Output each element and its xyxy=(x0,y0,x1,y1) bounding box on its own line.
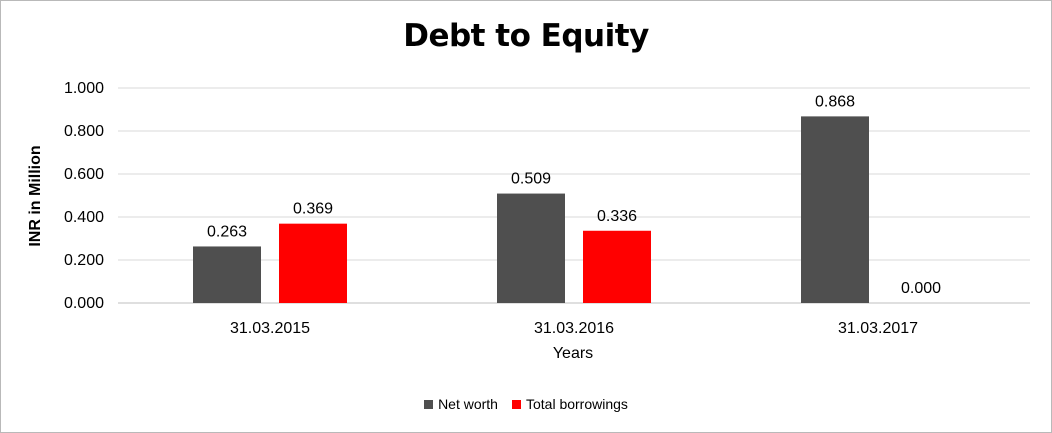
chart-title: Debt to Equity xyxy=(403,18,649,54)
bar xyxy=(279,223,347,303)
data-label: 0.868 xyxy=(815,93,855,110)
data-label: 0.509 xyxy=(511,171,551,188)
y-tick-label: 0.600 xyxy=(64,166,104,183)
legend: Net worth Total borrowings xyxy=(0,396,1052,412)
y-tick-label: 0.400 xyxy=(64,209,104,226)
data-label: 0.369 xyxy=(293,201,333,218)
y-tick-label: 0.000 xyxy=(64,295,104,312)
data-label: 0.000 xyxy=(901,280,941,297)
x-tick-label: 31.03.2016 xyxy=(534,320,614,337)
y-tick-label: 0.800 xyxy=(64,123,104,140)
legend-swatch-net-worth xyxy=(424,399,434,409)
legend-label-total-borrowings: Total borrowings xyxy=(525,396,628,412)
y-tick-label: 0.200 xyxy=(64,252,104,269)
legend-item-net-worth: Net worth xyxy=(424,396,498,412)
bar xyxy=(193,246,261,303)
bar xyxy=(497,193,565,303)
legend-label-net-worth: Net worth xyxy=(438,396,498,412)
x-axis-label: Years xyxy=(552,345,594,362)
y-tick-label: 1.000 xyxy=(64,80,104,97)
legend-swatch-total-borrowings xyxy=(511,399,521,409)
data-label: 0.336 xyxy=(597,208,637,225)
data-label: 0.263 xyxy=(207,223,247,240)
bar xyxy=(583,230,651,303)
x-tick-label: 31.03.2015 xyxy=(230,320,310,337)
x-tick-label: 31.03.2017 xyxy=(838,320,918,337)
bar xyxy=(801,116,869,303)
legend-item-total-borrowings: Total borrowings xyxy=(511,396,628,412)
